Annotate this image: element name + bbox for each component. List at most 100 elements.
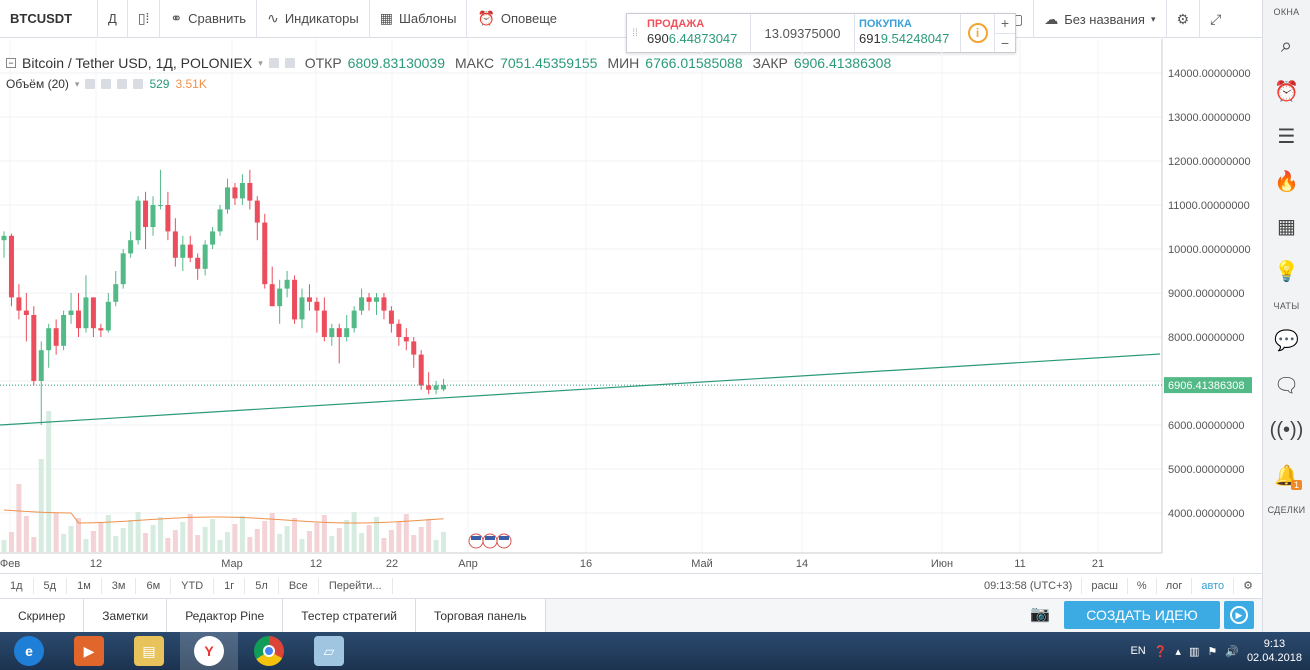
range-button-7[interactable]: 5л — [245, 577, 279, 594]
settings-icon[interactable] — [101, 79, 112, 89]
candle-body — [329, 328, 335, 337]
folder-icon: ▤ — [134, 636, 164, 666]
plus-icon[interactable] — [117, 79, 128, 89]
candle-body — [195, 257, 201, 269]
candle-body — [418, 354, 424, 386]
tab-pine-editor[interactable]: Редактор Pine — [167, 599, 284, 632]
auto-scale-toggle[interactable]: авто — [1191, 577, 1233, 594]
chevron-down-icon[interactable]: ▾ — [258, 57, 263, 68]
watchlist-icon[interactable]: ⌕ — [1280, 35, 1293, 57]
taskbar-yandex[interactable]: Y — [180, 632, 238, 670]
up-arrow-icon[interactable]: ▴ — [1175, 645, 1181, 658]
drag-handle-icon[interactable]: ⁞⁞ — [632, 27, 638, 39]
volume-bar — [143, 533, 149, 552]
settings-button[interactable]: ⚙ — [1167, 0, 1201, 38]
taskbar-chrome[interactable] — [240, 632, 298, 670]
indicators-button[interactable]: ∿ Индикаторы — [257, 0, 370, 38]
chevron-down-icon[interactable]: ▾ — [74, 78, 80, 89]
candle-body — [157, 205, 163, 206]
taskbar-media[interactable]: ▶ — [60, 632, 118, 670]
percent-toggle[interactable]: % — [1126, 577, 1156, 594]
price-chart[interactable]: 14000.00000000 13000.00000000 12000.000000… — [0, 39, 1262, 573]
price-tick-label: 12000.00000000 — [1168, 156, 1251, 168]
sell-button[interactable]: ПРОДАЖА 6906.44873047 — [643, 14, 751, 52]
candle-body — [366, 297, 372, 302]
range-button-1[interactable]: 5д — [34, 577, 68, 594]
interval-button[interactable]: Д — [98, 0, 128, 38]
volume-bar — [351, 512, 357, 552]
range-button-4[interactable]: 6м — [136, 577, 172, 594]
taskbar-explorer[interactable]: ▤ — [120, 632, 178, 670]
language-indicator[interactable]: EN — [1130, 645, 1146, 657]
close-icon[interactable] — [133, 79, 144, 89]
chart-chat-icon[interactable]: 🗨 — [1273, 375, 1300, 397]
lightbulb-icon[interactable]: 💡 — [1274, 261, 1299, 283]
create-idea-button[interactable]: СОЗДАТЬ ИДЕЮ — [1064, 601, 1220, 629]
flame-icon[interactable]: 🔥 — [1274, 171, 1299, 193]
chrome-icon — [254, 636, 284, 666]
camera-icon[interactable]: 📷 — [1030, 606, 1050, 623]
calendar-icon[interactable]: ▦ — [1277, 216, 1296, 238]
quantity-plus-button[interactable]: + — [995, 14, 1015, 34]
play-icon: ▶ — [1230, 606, 1248, 624]
time-tick-label: Фев — [0, 558, 20, 570]
quantity-minus-button[interactable]: − — [1000, 34, 1010, 51]
compare-button[interactable]: ⚭ Сравнить — [160, 0, 258, 38]
legend-toggle[interactable]: − — [6, 58, 16, 68]
info-button[interactable]: i — [961, 14, 995, 52]
taskbar-notepad[interactable]: ▱ — [300, 632, 358, 670]
chart-style-button[interactable]: ▯⁞ — [128, 0, 161, 38]
time-tick-label: 22 — [386, 558, 398, 570]
range-button-5[interactable]: YTD — [171, 577, 215, 594]
range-button-3[interactable]: 3м — [102, 577, 137, 594]
list-icon[interactable]: ☰ — [1277, 126, 1296, 148]
close-label: ЗАКР — [752, 55, 788, 71]
bell-icon[interactable]: 🔔 1 — [1263, 453, 1310, 498]
eye-icon[interactable] — [268, 58, 279, 68]
symbol-search[interactable]: BTCUSDT — [0, 0, 98, 38]
buy-label: ПОКУПКА — [859, 18, 912, 30]
tab-notes[interactable]: Заметки — [84, 599, 168, 632]
range-button-0[interactable]: 1д — [0, 577, 34, 594]
flag-stripe — [499, 536, 509, 540]
compare-icon: ⚭ — [170, 10, 183, 26]
range-button-6[interactable]: 1г — [214, 577, 246, 594]
tab-strategy-tester[interactable]: Тестер стратегий — [283, 599, 416, 632]
tab-trading-panel[interactable]: Торговая панель — [415, 599, 546, 632]
last-price-label: 6906.41386308 — [1168, 380, 1244, 392]
chat-icon[interactable]: 💬 — [1274, 330, 1299, 352]
range-button-9[interactable]: Перейти... — [319, 577, 393, 594]
publish-play-button[interactable]: ▶ — [1224, 601, 1254, 629]
candle-body — [284, 279, 290, 289]
candle-body — [232, 187, 238, 199]
range-button-8[interactable]: Все — [279, 577, 319, 594]
candle-body — [225, 187, 230, 210]
top-toolbar: BTCUSDT Д ▯⁞ ⚭ Сравнить ∿ Индикаторы ▦ Шабл… — [0, 0, 1262, 38]
clock-readout[interactable]: 09:13:58 (UTC+3) — [983, 579, 1073, 592]
expand-button[interactable]: ⤢ — [1200, 0, 1231, 38]
taskbar-ie[interactable]: e — [0, 632, 58, 670]
range-button-2[interactable]: 1м — [67, 577, 102, 594]
candle-body — [31, 315, 37, 381]
layout-button[interactable]: ☁ Без названия ▾ — [1034, 0, 1167, 38]
extended-hours-toggle[interactable]: расш — [1081, 577, 1127, 594]
taskbar-clock[interactable]: 9:13 02.04.2018 — [1247, 637, 1302, 665]
tab-screener[interactable]: Скринер — [0, 599, 85, 632]
volume-bar — [53, 513, 59, 552]
broadcast-icon[interactable]: ((•)) — [1269, 419, 1304, 441]
alerts-button[interactable]: ⏰ Оповеще — [467, 0, 567, 38]
templates-button[interactable]: ▦ Шаблоны — [370, 0, 468, 38]
speaker-icon[interactable]: 🔊 — [1225, 645, 1239, 658]
gear-icon[interactable]: ⚙ — [1233, 577, 1262, 594]
network-icon[interactable]: ▥ — [1188, 645, 1200, 658]
alarm-clock-icon[interactable]: ⏰ — [1274, 81, 1299, 103]
log-toggle[interactable]: лог — [1155, 577, 1192, 594]
buy-button[interactable]: ПОКУПКА 6919.54248047 — [855, 14, 961, 52]
flag-icon[interactable]: ⚑ — [1207, 645, 1218, 658]
eye-icon[interactable] — [85, 79, 96, 89]
volume-bar — [120, 528, 126, 552]
candle-body — [262, 222, 268, 285]
volume-bar — [411, 535, 417, 552]
settings-icon[interactable] — [284, 58, 295, 68]
help-icon[interactable]: ❓ — [1153, 645, 1168, 658]
